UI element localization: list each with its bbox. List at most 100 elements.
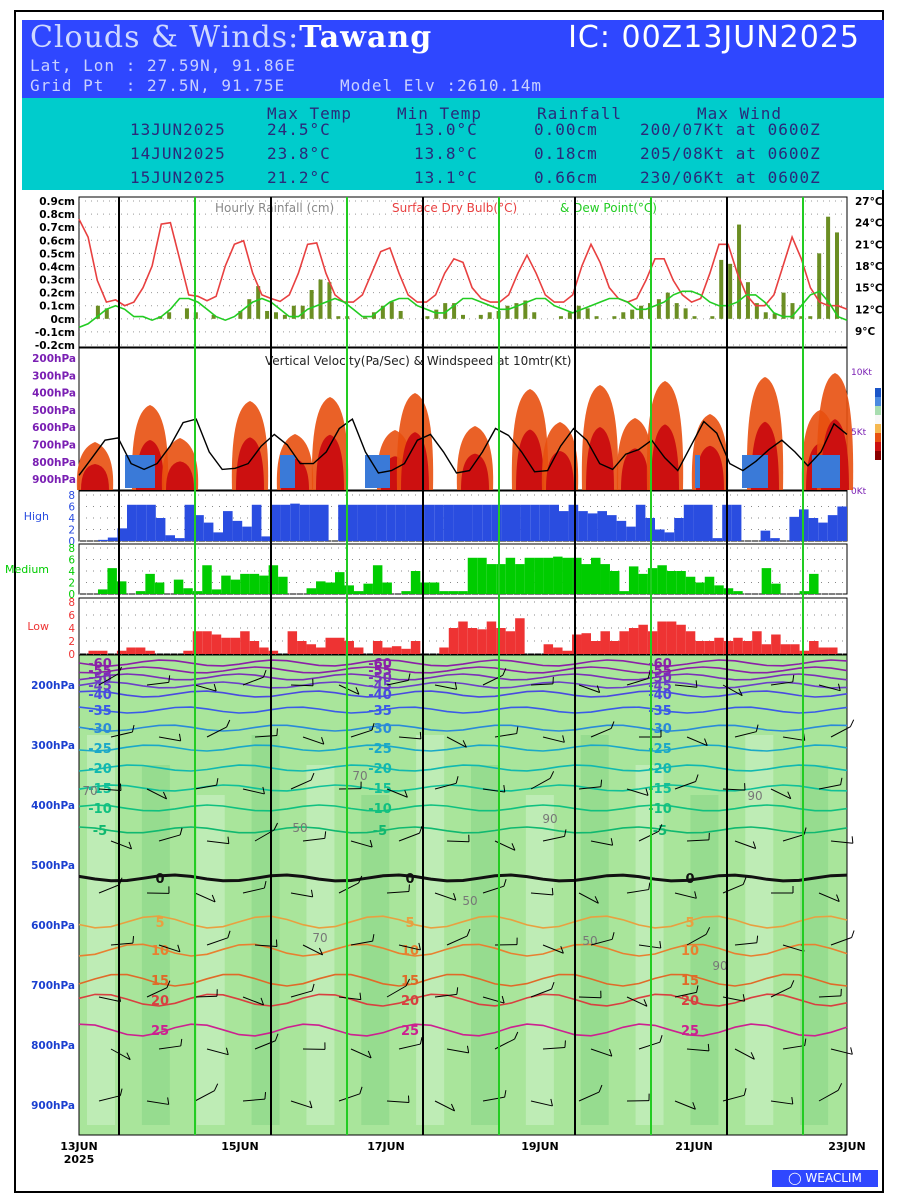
rain-bar bbox=[318, 279, 323, 319]
wind-barb bbox=[626, 788, 649, 796]
medium-cloud-bar bbox=[515, 564, 525, 594]
updraft-core bbox=[461, 453, 489, 490]
wind-barb bbox=[446, 736, 467, 748]
medium-cloud-bar bbox=[458, 591, 468, 594]
wind-barb-flag bbox=[502, 668, 507, 676]
high-cloud-bar bbox=[395, 504, 406, 541]
rain-bar bbox=[505, 305, 510, 319]
high-cloud-bar bbox=[367, 504, 377, 541]
medium-cloud-bar bbox=[628, 566, 639, 594]
wind-barb bbox=[290, 892, 313, 898]
rh-label: 50 bbox=[582, 934, 597, 948]
wind-barb-flag bbox=[610, 721, 615, 729]
low-cloud-bar bbox=[685, 631, 696, 654]
isotherm-label: -30 bbox=[648, 722, 672, 737]
isotherm-label: -35 bbox=[648, 704, 672, 719]
medium-cloud-bar bbox=[145, 573, 155, 594]
wind-barb bbox=[482, 788, 505, 793]
isotherm-line bbox=[78, 943, 848, 957]
low-cloud-bar bbox=[335, 637, 345, 654]
isotherm-line bbox=[78, 659, 848, 667]
wind-barb bbox=[830, 937, 852, 946]
low-cloud-bar bbox=[448, 628, 459, 654]
medium-cloud-bar bbox=[581, 564, 591, 594]
wind-barb bbox=[674, 781, 696, 790]
high-cloud-bar bbox=[770, 538, 780, 541]
isotherm-line bbox=[78, 873, 848, 883]
wind-barb bbox=[194, 995, 218, 998]
pressure-label: 500hPa bbox=[31, 860, 75, 872]
isotherm-label: -60 bbox=[648, 657, 672, 672]
wind-barb bbox=[434, 782, 457, 790]
wind-barb bbox=[578, 1091, 600, 1102]
high-cloud-bar bbox=[155, 518, 166, 541]
isotherm-label: -60 bbox=[368, 657, 392, 672]
high-cloud-bar bbox=[703, 504, 713, 541]
row-rain: 0.00cm bbox=[534, 120, 598, 139]
isotherm-line bbox=[78, 706, 848, 714]
wind-barb bbox=[830, 726, 851, 738]
wind-barb-flag bbox=[647, 671, 651, 679]
wind-barb bbox=[578, 892, 599, 904]
wind-barb bbox=[206, 937, 228, 946]
rh-shading bbox=[361, 795, 390, 1125]
rain-bar bbox=[443, 303, 448, 319]
high-cloud-bar bbox=[98, 539, 108, 541]
high-cloud-bar bbox=[184, 504, 195, 541]
colorbar-swatch bbox=[875, 433, 881, 442]
high-cloud-bar bbox=[760, 530, 771, 541]
wind-barb-flag bbox=[453, 893, 457, 901]
wind-barb-flag bbox=[551, 981, 555, 990]
vv-level-label: 800hPa bbox=[32, 457, 76, 469]
low-cloud-tick: 8 bbox=[68, 597, 75, 609]
wind-barb-flag bbox=[695, 774, 699, 782]
high-cloud-bar bbox=[520, 504, 531, 541]
station-name: Tawang bbox=[299, 20, 433, 55]
wind-barb bbox=[674, 892, 697, 899]
rain-bar bbox=[656, 299, 661, 319]
isotherm-label: -35 bbox=[88, 704, 112, 719]
rain-bar bbox=[265, 310, 270, 319]
wind-barb bbox=[590, 938, 613, 946]
rain-legend: Hourly Rainfall (cm) bbox=[215, 201, 334, 215]
wind-barb bbox=[782, 736, 805, 741]
high-cloud-bar bbox=[347, 504, 358, 541]
row-wind: 200/07Kt at 0600Z bbox=[640, 120, 821, 139]
low-cloud-bar bbox=[211, 634, 222, 654]
wind-barb-flag bbox=[804, 1038, 807, 1046]
pressure-label: 600hPa bbox=[31, 920, 75, 932]
high-cloud-bar bbox=[146, 504, 156, 541]
downdraft-shading bbox=[695, 455, 700, 488]
low-cloud-bar bbox=[135, 647, 146, 654]
wind-barb-flag bbox=[658, 824, 663, 832]
wind-barb bbox=[686, 839, 709, 842]
medium-cloud-bar bbox=[733, 591, 743, 594]
wind-barb-flag bbox=[225, 1047, 229, 1055]
row-rain: 0.66cm bbox=[534, 168, 598, 187]
rain-bar bbox=[247, 299, 252, 319]
wind-barb bbox=[110, 1048, 131, 1061]
rain-bar bbox=[728, 263, 733, 319]
wind-barb-flag bbox=[596, 685, 601, 693]
medium-cloud-bar bbox=[420, 582, 430, 594]
wind-barb-flag bbox=[840, 777, 843, 785]
wind-barb bbox=[338, 996, 361, 1001]
isotherm-label: -45 bbox=[648, 679, 672, 694]
temp-tick-label: 18°C bbox=[855, 261, 883, 273]
wind-barb bbox=[434, 1100, 455, 1112]
wind-barb bbox=[770, 1100, 793, 1105]
temp-tick-label: 15°C bbox=[855, 283, 883, 295]
wind-barb-flag bbox=[309, 1100, 313, 1108]
wind-barb bbox=[206, 1048, 229, 1056]
high-cloud-bar bbox=[616, 520, 627, 541]
wind-barb bbox=[242, 676, 264, 686]
medium-cloud-bar bbox=[534, 557, 544, 594]
rain-bar bbox=[683, 308, 688, 319]
medium-cloud-bar bbox=[439, 591, 449, 594]
isotherm-label: 20 bbox=[151, 994, 169, 1009]
wind-barb-flag bbox=[119, 1088, 123, 1096]
low-cloud-bar bbox=[799, 650, 810, 654]
wind-barb-flag bbox=[132, 936, 135, 944]
wind-barb-flag bbox=[503, 784, 506, 793]
rh-shading bbox=[87, 735, 115, 1125]
